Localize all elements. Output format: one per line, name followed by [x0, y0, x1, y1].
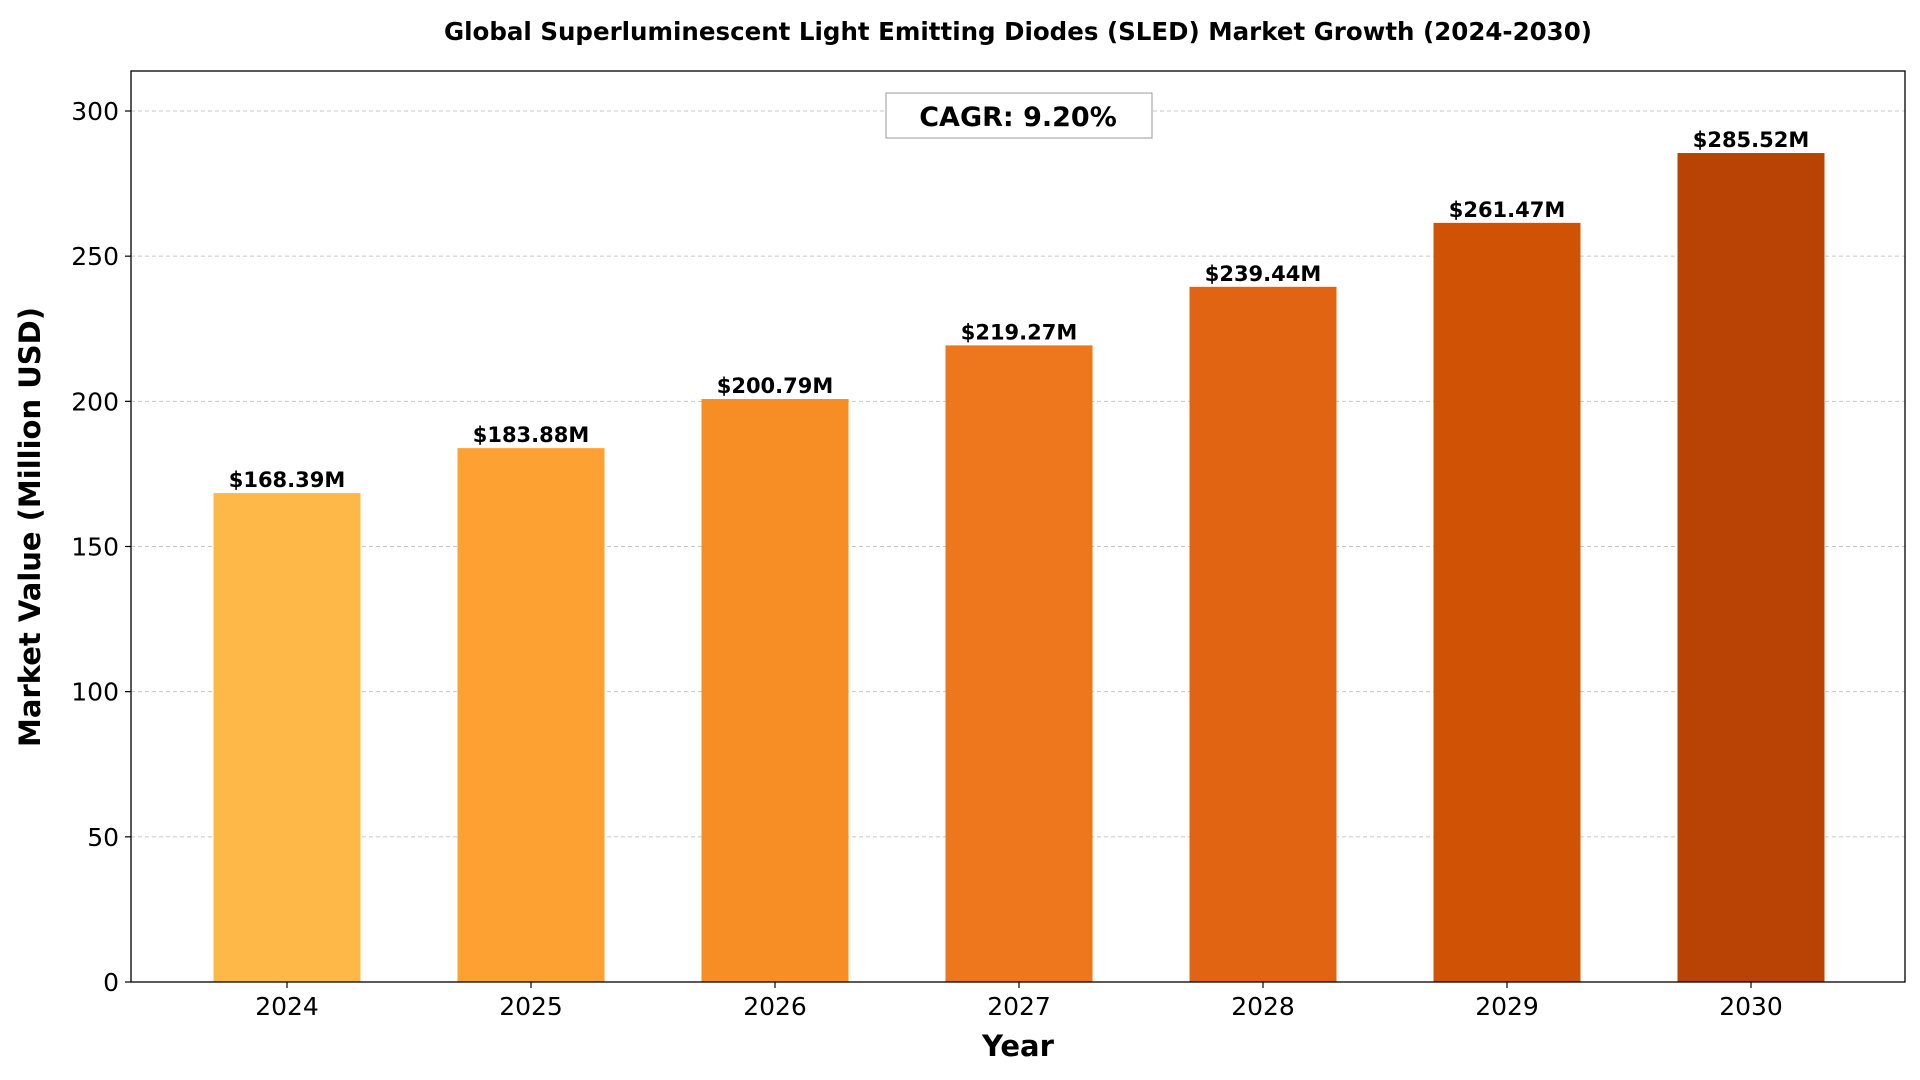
y-tick-label: 50 — [87, 823, 119, 852]
x-tick-label: 2026 — [743, 992, 807, 1021]
plot-frame — [130, 70, 1906, 983]
x-axis-ticks: 2024 2025 2026 2027 2028 2029 2030 — [255, 982, 1783, 1021]
x-tick-label: 2028 — [1231, 992, 1295, 1021]
x-tick-label: 2030 — [1719, 992, 1783, 1021]
y-tick-label: 0 — [103, 968, 119, 997]
y-tick-label: 250 — [71, 242, 119, 271]
data-label: $168.39M — [229, 468, 346, 492]
y-tick-label: 150 — [71, 533, 119, 562]
y-axis-ticks: 0 50 100 150 200 250 300 — [71, 97, 131, 997]
data-label: $285.52M — [1693, 128, 1810, 152]
y-tick-label: 300 — [71, 97, 119, 126]
x-tick-label: 2025 — [499, 992, 563, 1021]
cagr-annotation: CAGR: 9.20% — [885, 92, 1153, 139]
x-tick-label: 2024 — [255, 992, 319, 1021]
bar-2026 — [701, 399, 849, 983]
bar-2028 — [1189, 286, 1337, 982]
y-tick-label: 100 — [71, 678, 119, 707]
data-label: $183.88M — [473, 423, 590, 447]
bar-2030 — [1677, 153, 1825, 982]
x-axis-label: Year — [981, 1029, 1055, 1063]
data-label: $239.44M — [1205, 262, 1322, 286]
bar-2027 — [945, 345, 1093, 982]
grid-lines — [131, 110, 1905, 838]
cagr-text: CAGR: 9.20% — [919, 102, 1117, 133]
bars — [213, 153, 1825, 983]
x-tick-label: 2027 — [987, 992, 1051, 1021]
y-tick-label: 200 — [71, 387, 119, 416]
x-tick-label: 2029 — [1475, 992, 1539, 1021]
chart-title: Global Superluminescent Light Emitting D… — [444, 17, 1592, 46]
data-label: $219.27M — [961, 320, 1078, 344]
data-label: $200.79M — [717, 374, 834, 398]
bar-2025 — [457, 448, 605, 982]
data-label: $261.47M — [1449, 198, 1566, 222]
y-axis-label: Market Value (Million USD) — [13, 307, 47, 747]
bar-2029 — [1433, 222, 1581, 983]
data-labels: $168.39M $183.88M $200.79M $219.27M $239.44M… — [229, 128, 1810, 492]
bar-2024 — [213, 493, 361, 982]
